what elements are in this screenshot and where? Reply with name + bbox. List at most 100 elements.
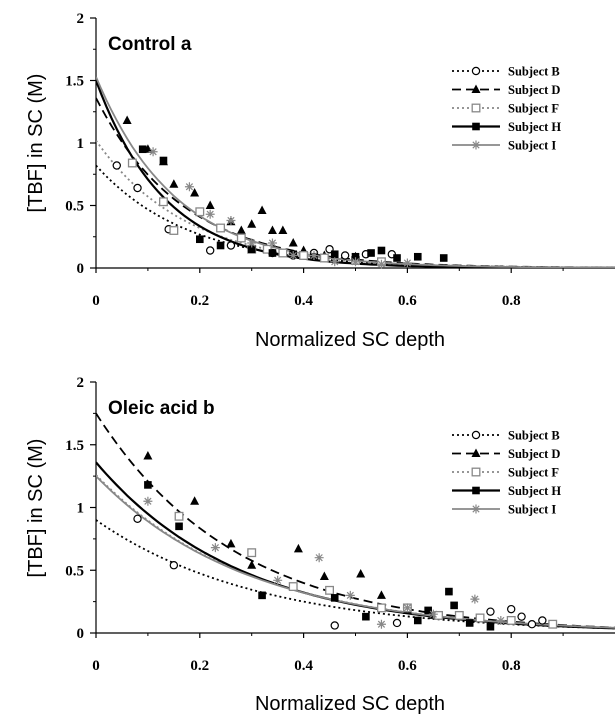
data-point xyxy=(247,219,257,228)
data-point xyxy=(190,496,200,505)
data-points xyxy=(133,451,558,631)
y-tick-label: 2 xyxy=(77,11,85,27)
data-point xyxy=(205,200,215,209)
y-tick-label: 2 xyxy=(77,375,85,391)
legend-label: Subject F xyxy=(508,466,559,480)
data-point xyxy=(268,249,277,257)
fit-curve xyxy=(96,519,615,630)
data-point xyxy=(273,575,283,585)
y-tick-label: 0 xyxy=(77,261,85,277)
data-point xyxy=(517,612,526,621)
x-tick-label: 0.6 xyxy=(398,293,417,309)
y-tick-label: 1.5 xyxy=(65,74,84,90)
data-point xyxy=(450,601,458,610)
data-point xyxy=(351,252,360,261)
legend-label: Subject D xyxy=(508,83,560,97)
data-point xyxy=(475,613,485,623)
data-point xyxy=(210,543,220,553)
y-tick-label: 1 xyxy=(77,501,85,517)
legend-marker xyxy=(471,467,481,477)
legend-label: Subject H xyxy=(508,120,561,134)
data-point xyxy=(376,259,386,269)
data-point xyxy=(247,238,257,248)
data-point xyxy=(309,251,319,260)
legend-label: Subject B xyxy=(508,65,560,79)
x-tick-label: 0.6 xyxy=(398,658,417,674)
fit-curve xyxy=(96,412,615,629)
data-point xyxy=(205,246,215,255)
y-axis-ticks: 0 0.5 1 1.5 2 xyxy=(65,11,96,277)
data-point xyxy=(376,619,386,629)
x-tick-label: 0.8 xyxy=(502,293,521,309)
legend-label: Subject H xyxy=(508,484,561,498)
data-point xyxy=(445,587,453,596)
data-point xyxy=(330,594,339,602)
data-point xyxy=(325,585,334,595)
data-point xyxy=(226,241,236,250)
data-point xyxy=(424,606,432,615)
data-point xyxy=(278,248,288,258)
data-point xyxy=(496,615,506,625)
data-point xyxy=(257,205,267,214)
data-point xyxy=(288,251,298,260)
data-point xyxy=(402,258,412,268)
data-point xyxy=(439,254,448,262)
x-axis-label: Normalized SC depth xyxy=(255,693,445,715)
data-point xyxy=(319,253,329,263)
legend-label: Subject I xyxy=(508,503,556,517)
data-point xyxy=(356,569,366,578)
legend-marker xyxy=(472,122,480,131)
data-point xyxy=(367,249,375,257)
data-point xyxy=(205,209,215,219)
x-tick-label: 0 xyxy=(92,293,100,309)
data-point xyxy=(196,235,204,244)
data-point xyxy=(527,620,537,629)
y-tick-label: 1 xyxy=(77,136,85,152)
data-point xyxy=(112,161,121,170)
panel-control: Control a 0 0.5 1 1.5 2 0 0.2 0.4 0.6 0.8 [TBF] … xyxy=(25,11,615,351)
data-point xyxy=(226,538,236,548)
data-point xyxy=(236,233,246,243)
y-axis-label: [TBF] in SC (M) xyxy=(25,74,47,213)
data-point xyxy=(267,238,277,248)
data-point xyxy=(454,610,464,620)
data-point xyxy=(288,238,298,247)
y-tick-label: 0.5 xyxy=(65,199,84,215)
data-point xyxy=(278,225,288,234)
y-tick-label: 0.5 xyxy=(65,563,84,579)
y-tick-label: 0 xyxy=(77,626,85,642)
y-axis-label: [TBF] in SC (M) xyxy=(25,439,47,578)
data-point xyxy=(393,254,401,262)
data-point xyxy=(247,245,256,254)
data-point xyxy=(138,145,147,154)
data-point xyxy=(143,496,153,506)
data-point xyxy=(169,179,179,188)
data-point xyxy=(143,451,153,460)
data-point xyxy=(288,582,298,592)
data-point xyxy=(434,610,443,620)
y-axis-ticks: 0 0.5 1 1.5 2 xyxy=(65,375,96,642)
x-tick-label: 0 xyxy=(92,658,100,674)
data-point xyxy=(127,158,137,168)
legend-marker xyxy=(471,103,481,113)
fit-curves xyxy=(96,412,615,630)
data-point xyxy=(392,618,402,628)
data-point xyxy=(169,561,179,570)
data-point xyxy=(159,156,168,165)
data-point xyxy=(216,223,226,233)
data-point xyxy=(413,616,422,625)
fit-curve xyxy=(96,139,615,268)
data-point xyxy=(216,241,225,250)
data-point xyxy=(340,251,350,260)
data-point xyxy=(184,182,194,192)
data-point xyxy=(133,514,142,523)
panel-oleic-acid: Oleic acid b 0 0.5 1 1.5 2 0 0.2 0.4 0.6 0.8 [TB… xyxy=(25,375,615,715)
data-point xyxy=(144,481,152,489)
x-axis-ticks: 0 0.2 0.4 0.6 0.8 xyxy=(92,633,564,674)
data-point xyxy=(486,622,495,631)
legend-marker xyxy=(471,430,481,440)
data-point xyxy=(507,604,516,614)
data-point xyxy=(377,246,386,255)
data-point xyxy=(148,147,158,157)
